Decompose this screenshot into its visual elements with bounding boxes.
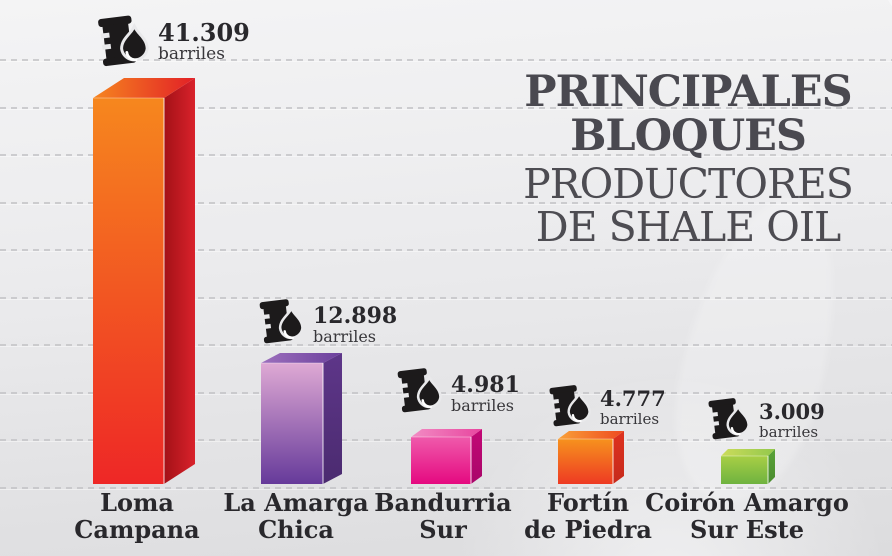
bar-side-face (768, 449, 775, 484)
bar-top-face (261, 353, 342, 363)
bar-front-face (721, 456, 768, 484)
value-group-fortin-de-piedra: 4.777 barriles (546, 383, 666, 428)
oil-barrel-icon (546, 383, 592, 427)
chart-title: PRINCIPALES BLOQUES PRODUCTORES DE SHALE… (492, 70, 884, 249)
gridline (0, 392, 892, 394)
value-label: 12.898 (313, 303, 398, 329)
bar-side-face (613, 431, 624, 484)
oil-barrel-icon (94, 13, 150, 67)
bar-side-face (164, 78, 195, 484)
oil-barrel-icon (705, 396, 751, 440)
value-unit: barriles (600, 410, 660, 428)
category-label-line: Loma (100, 488, 174, 517)
category-label-line: de Piedra (524, 515, 652, 544)
value-label: 4.981 (451, 372, 520, 398)
value-group-coiron-amargo: 3.009 barriles (705, 396, 825, 441)
category-label-line: La Amarga (223, 488, 369, 517)
value-unit: barriles (451, 396, 514, 415)
bar-top-face (558, 431, 624, 439)
category-label-line: Campana (74, 515, 200, 544)
category-label-la-amarga-chica: La Amarga Chica (186, 489, 406, 543)
value-text: 12.898 barriles (313, 305, 397, 345)
gridline (0, 344, 892, 346)
gridline (0, 107, 892, 109)
gridline (0, 297, 892, 299)
category-label-fortin-de-piedra: Fortín de Piedra (478, 489, 698, 543)
category-label-line: Bandurria (374, 488, 512, 517)
bar-top-face (93, 78, 195, 98)
gridline (0, 202, 892, 204)
gridline (0, 59, 892, 61)
gridline (0, 249, 892, 251)
value-label: 3.009 (759, 399, 825, 424)
value-text: 3.009 barriles (759, 401, 825, 441)
category-label-line: Chica (258, 515, 334, 544)
bar-side-face (323, 353, 342, 484)
gridline (0, 154, 892, 156)
bar-top-face (411, 429, 482, 437)
title-line-4: DE SHALE OIL (535, 203, 842, 251)
title-line-3: PRODUCTORES (523, 160, 854, 208)
title-line-1: PRINCIPALES (524, 67, 852, 117)
value-unit: barriles (158, 44, 225, 64)
category-label-line: Coirón Amargo (645, 488, 849, 517)
value-group-bandurria-sur: 4.981 barriles (394, 366, 520, 414)
value-text: 4.981 barriles (451, 374, 520, 414)
value-text: 4.777 barriles (600, 388, 666, 428)
value-group-la-amarga-chica: 12.898 barriles (256, 297, 397, 345)
value-text: 41.309 barriles (158, 21, 250, 63)
value-label: 41.309 (158, 18, 250, 47)
bar-front-face (261, 363, 323, 484)
bar-top-face (721, 449, 775, 456)
gridline (0, 487, 892, 489)
value-unit: barriles (313, 327, 376, 346)
category-label-line: Sur (419, 515, 467, 544)
oil-barrel-icon (394, 366, 443, 413)
category-label-bandurria-sur: Bandurria Sur (333, 489, 553, 543)
value-unit: barriles (759, 423, 819, 441)
value-label: 4.777 (600, 386, 666, 411)
category-label-line: Fortín (546, 488, 630, 517)
bar-side-face (471, 429, 482, 484)
category-label-loma-campana: Loma Campana (27, 489, 247, 543)
category-label-coiron-amargo: Coirón Amargo Sur Este (637, 489, 857, 543)
bar-front-face (558, 439, 613, 484)
title-line-2: BLOQUES (570, 111, 807, 161)
bar-front-face (411, 437, 471, 484)
oil-barrel-icon (256, 297, 305, 344)
category-label-line: Sur Este (690, 515, 804, 544)
value-group-loma-campana: 41.309 barriles (94, 13, 250, 67)
bar-front-face (93, 98, 164, 484)
